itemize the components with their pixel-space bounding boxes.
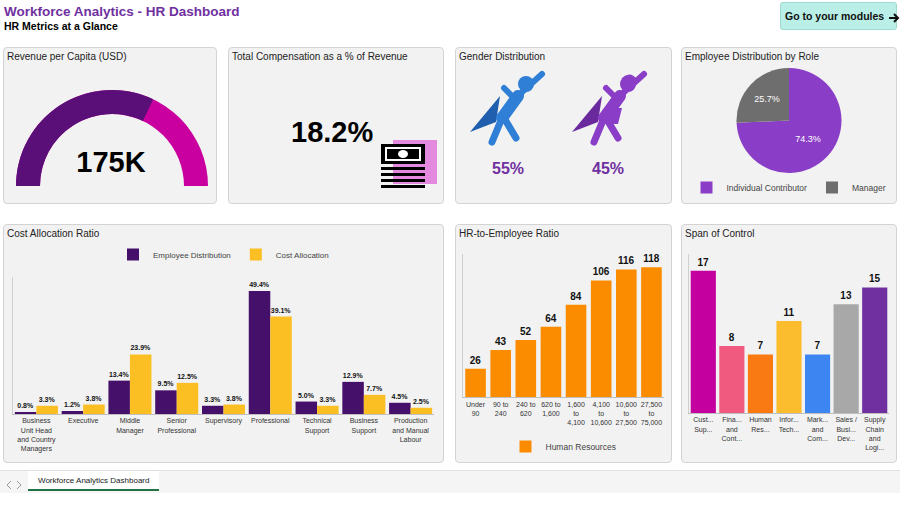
html-text:175K: 175K (76, 146, 146, 178)
svg-text:BusinessUnit Headand CountryMa: BusinessUnit Headand CountryManagers (17, 417, 56, 452)
svg-text:7.7%: 7.7% (366, 385, 383, 392)
svg-text:3.3%: 3.3% (319, 396, 336, 403)
svg-text:12.5%: 12.5% (177, 373, 198, 380)
html-text:55%: 55% (492, 160, 524, 177)
svg-text:240 to620: 240 to620 (516, 401, 536, 417)
html-text:Employee Distribution by Role: Employee Distribution by Role (685, 51, 819, 62)
svg-text:4.5%: 4.5% (391, 393, 408, 400)
svg-text:Manager: Manager (852, 183, 886, 193)
svg-text:Supervisory: Supervisory (205, 417, 242, 425)
svg-text:43: 43 (495, 336, 507, 347)
svg-text:Individual Contributor: Individual Contributor (727, 183, 807, 193)
svg-text:15: 15 (869, 273, 881, 284)
svg-text:64: 64 (545, 313, 557, 324)
svg-text:3.8%: 3.8% (86, 395, 103, 402)
svg-text:Infor...Tech...: Infor...Tech... (779, 416, 800, 432)
svg-text:BusinessSupport: BusinessSupport (350, 417, 379, 434)
svg-text:Human Resources: Human Resources (546, 442, 616, 452)
html-text:HR-to-Employee Ratio: HR-to-Employee Ratio (459, 228, 559, 239)
svg-text:39.1%: 39.1% (271, 307, 292, 314)
svg-text:13.4%: 13.4% (109, 371, 130, 378)
svg-text:10,600to27,500: 10,600to27,500 (616, 401, 638, 426)
svg-text:9.5%: 9.5% (158, 380, 175, 387)
svg-text:17: 17 (698, 257, 710, 268)
svg-text:23.9%: 23.9% (130, 344, 151, 351)
svg-text:49.4%: 49.4% (249, 281, 270, 288)
svg-text:Employee Distribution: Employee Distribution (153, 251, 231, 260)
svg-text:0.8%: 0.8% (17, 402, 34, 409)
html-text:45%: 45% (592, 160, 624, 177)
svg-text:2.5%: 2.5% (413, 398, 430, 405)
svg-text:TechnicalSupport: TechnicalSupport (302, 417, 332, 434)
html-text:Gender Distribution: Gender Distribution (459, 51, 546, 62)
svg-text:8: 8 (729, 332, 735, 343)
html-text:Revenue per Capita (USD): Revenue per Capita (USD) (7, 51, 127, 62)
svg-text:3.3%: 3.3% (204, 396, 221, 403)
svg-text:13: 13 (840, 290, 852, 301)
svg-text:SeniorProfessional: SeniorProfessional (157, 417, 196, 433)
svg-text:Fina...andCont...: Fina...andCont... (722, 416, 743, 441)
svg-text:84: 84 (570, 291, 582, 302)
svg-text:Executive: Executive (68, 417, 98, 424)
svg-text:74.3%: 74.3% (795, 134, 821, 144)
svg-text:Mark...andCom...: Mark...andCom... (807, 416, 828, 441)
svg-text:12.9%: 12.9% (343, 372, 364, 379)
svg-text:1,600to4,100: 1,600to4,100 (567, 401, 585, 426)
svg-text:Sales /Busi...Dev...: Sales /Busi...Dev... (835, 416, 856, 441)
svg-text:27,500to75,000: 27,500to75,000 (641, 401, 663, 426)
svg-text:90 to240: 90 to240 (493, 401, 509, 417)
svg-text:Cust...Sup...: Cust...Sup... (693, 416, 713, 433)
html-text:18.2%: 18.2% (291, 116, 374, 148)
svg-text:7: 7 (815, 340, 821, 351)
svg-text:25.7%: 25.7% (754, 94, 780, 104)
html-text:Workforce Analytics - HR Dashb: Workforce Analytics - HR Dashboard (4, 4, 240, 19)
svg-text:SupplyChainandLogi...: SupplyChainandLogi... (864, 416, 886, 451)
svg-text:MiddleManager: MiddleManager (116, 417, 144, 434)
html-text:Go to your modules: Go to your modules (785, 10, 885, 22)
svg-text:106: 106 (593, 266, 610, 277)
svg-text:1.2%: 1.2% (64, 401, 81, 408)
html-text:Span of Control: Span of Control (685, 228, 755, 239)
svg-text:26: 26 (470, 355, 482, 366)
svg-text:Professional: Professional (251, 417, 290, 424)
svg-text:Productionand ManualLabour: Productionand ManualLabour (392, 417, 429, 442)
svg-text:5.0%: 5.0% (298, 392, 315, 399)
svg-text:Under90: Under90 (466, 401, 486, 417)
html-text:HR Metrics at a Glance: HR Metrics at a Glance (4, 20, 118, 32)
svg-text:118: 118 (643, 253, 660, 264)
svg-text:3.8%: 3.8% (226, 395, 243, 402)
html-text:Workforce Analytics Dashboard: Workforce Analytics Dashboard (38, 475, 150, 485)
html-text:Total Compensation as a % of R: Total Compensation as a % of Revenue (232, 51, 408, 62)
svg-text:4,100to10,600: 4,100to10,600 (590, 401, 612, 426)
svg-text:7: 7 (757, 340, 763, 351)
svg-text:11: 11 (783, 307, 794, 318)
svg-text:52: 52 (520, 326, 532, 337)
svg-text:HumanRes...: HumanRes... (749, 416, 772, 432)
svg-text:Cost Allocation: Cost Allocation (276, 251, 329, 260)
svg-text:620 to1,600: 620 to1,600 (541, 401, 561, 417)
html-text:Cost Allocation Ratio: Cost Allocation Ratio (7, 228, 100, 239)
svg-text:116: 116 (618, 255, 635, 266)
svg-text:3.3%: 3.3% (39, 396, 56, 403)
